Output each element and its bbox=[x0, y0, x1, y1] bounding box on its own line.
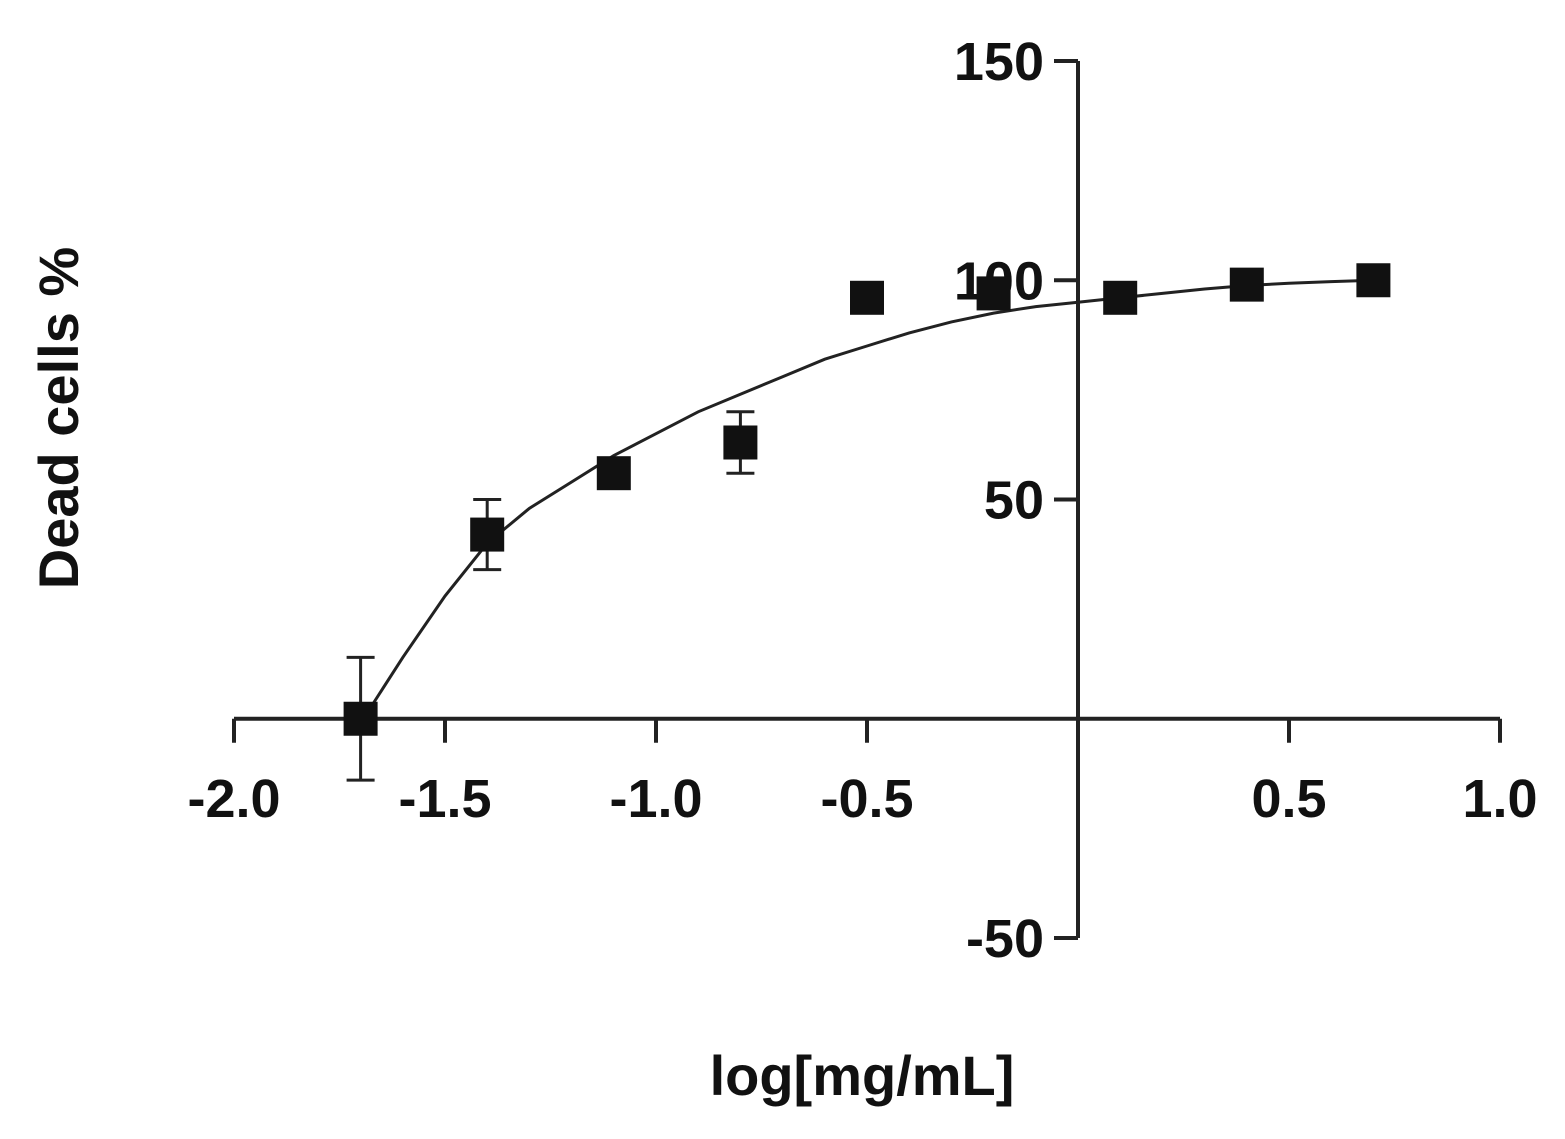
y-ticks: -5050100150 bbox=[954, 32, 1078, 969]
square-marker bbox=[596, 456, 631, 491]
x-axis-title: log[mg/mL] bbox=[710, 1044, 1015, 1107]
x-ticks: -2.0 -1.5 -1.0 -0.5 0.5 1.0 bbox=[187, 718, 1538, 829]
square-marker bbox=[343, 701, 378, 736]
data-point bbox=[596, 456, 631, 491]
x-tick-label: -2.0 bbox=[187, 769, 280, 829]
data-point bbox=[1229, 267, 1264, 302]
fit-curve-layer bbox=[367, 278, 1374, 711]
data-point bbox=[723, 410, 758, 475]
y-axis-title: Dead cells % bbox=[27, 247, 90, 589]
square-marker bbox=[470, 517, 505, 552]
x-tick-label: 1.0 bbox=[1462, 769, 1537, 829]
square-marker bbox=[1229, 267, 1264, 302]
data-points bbox=[343, 263, 1391, 782]
fit-curve bbox=[367, 278, 1374, 711]
data-point bbox=[1356, 263, 1391, 298]
data-point bbox=[850, 280, 884, 315]
data-point bbox=[1103, 280, 1138, 315]
square-marker bbox=[976, 276, 1011, 311]
square-marker bbox=[850, 280, 884, 315]
x-tick-label: 0.5 bbox=[1251, 769, 1326, 829]
data-point bbox=[470, 498, 505, 572]
square-marker bbox=[723, 425, 758, 460]
y-tick-label: 50 bbox=[984, 471, 1044, 531]
x-tick-label: -1.0 bbox=[609, 769, 702, 829]
square-marker bbox=[1103, 280, 1138, 315]
data-point bbox=[343, 655, 378, 782]
square-marker bbox=[1356, 263, 1391, 298]
y-tick-label: -50 bbox=[966, 909, 1044, 969]
y-tick-label: 150 bbox=[954, 32, 1044, 92]
data-point bbox=[976, 276, 1011, 311]
x-tick-label: -0.5 bbox=[820, 769, 913, 829]
x-tick-label: -1.5 bbox=[398, 769, 491, 829]
